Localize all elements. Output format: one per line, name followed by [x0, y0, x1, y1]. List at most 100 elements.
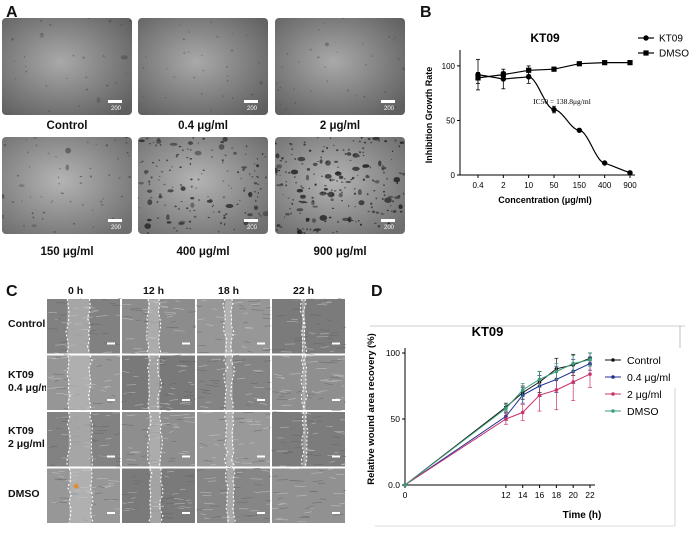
x-tick-label: 16	[535, 490, 545, 500]
data-point-kt09	[627, 170, 633, 176]
data-point-dmso	[576, 61, 582, 67]
legend-marker	[611, 358, 615, 362]
scale-bar-label: 200	[110, 106, 121, 112]
x-tick-label: 400	[598, 181, 612, 190]
data-point-dmso	[475, 75, 481, 81]
micrograph-image: 200	[2, 18, 132, 115]
data-point-dmso	[500, 72, 506, 78]
y-axis-label: Relative wound area recovery (%)	[366, 333, 377, 485]
scale-bar-label: 200	[383, 106, 394, 112]
concentration-caption: 150 μg/ml	[40, 246, 94, 258]
scale-bar	[257, 455, 265, 458]
scale-bar	[381, 219, 395, 222]
x-axis-label: Concentration (μg/ml)	[498, 195, 592, 205]
wound-edge-line	[87, 355, 93, 411]
x-tick-label: 18	[552, 490, 562, 500]
orange-marker	[73, 483, 79, 489]
scale-bar	[332, 455, 340, 458]
data-point	[520, 410, 525, 415]
scale-bar	[107, 399, 115, 401]
wound-edge-line	[230, 411, 235, 467]
legend-marker	[611, 375, 615, 379]
time-point-label: 12 h	[143, 285, 165, 297]
micrograph-image: 200	[138, 137, 268, 234]
wound-edge-line	[89, 411, 94, 467]
time-point-label: 0 h	[68, 285, 84, 297]
wound-image-cell	[196, 354, 271, 411]
scale-bar	[107, 455, 115, 458]
legend-label: 0.4 μg/ml	[627, 372, 670, 384]
micrograph-image: 200	[275, 18, 405, 115]
treatment-row-label: KT09	[8, 425, 34, 437]
y-axis-label: Inhibition Growth Rate	[424, 67, 434, 164]
data-point	[588, 357, 592, 362]
concentration-caption: Control	[46, 120, 88, 132]
scale-bar	[182, 512, 190, 514]
wound-image-grid	[46, 298, 346, 524]
micrograph-image: 200	[2, 137, 132, 234]
concentration-caption: 0.4 μg/ml	[178, 120, 228, 132]
wound-image-cell	[271, 298, 346, 355]
data-point-kt09	[601, 160, 608, 166]
legend-label: DMSO	[627, 406, 659, 418]
micrograph-image: 200	[138, 18, 268, 115]
data-point-kt09	[576, 127, 583, 133]
y-tick-label: 50	[446, 116, 455, 125]
panel-label-a: A	[6, 4, 18, 21]
legend-marker	[643, 50, 649, 56]
x-tick-label: 150	[573, 181, 587, 190]
data-point	[537, 377, 542, 382]
legend-label: 2 μg/ml	[627, 389, 662, 401]
y-tick-label: 0	[451, 171, 456, 180]
ic50-chart: KT09 0 50 100 0.4 2 10 50 150 400 900 Concentration…	[424, 31, 689, 205]
scale-bar	[244, 100, 258, 103]
wound-edge-line	[223, 355, 229, 411]
data-point	[571, 361, 575, 366]
chart-title: KT09	[530, 31, 560, 45]
scale-bar	[257, 512, 265, 514]
data-point	[504, 406, 508, 411]
x-tick-label: 20	[568, 490, 578, 500]
x-tick-label: 12	[501, 490, 511, 500]
micrograph-image: 200	[275, 137, 405, 234]
scale-bar	[257, 342, 265, 345]
wound-edge-line	[147, 355, 151, 411]
scale-bar	[107, 342, 115, 345]
treatment-row-dose: 0.4 μg/ml	[8, 381, 54, 394]
data-point-dmso	[551, 66, 557, 72]
wound-edge-line	[157, 298, 162, 354]
wound-edge-line	[225, 468, 229, 524]
y-tick-label: 100	[442, 62, 456, 71]
x-tick-label: 2	[501, 181, 506, 190]
scale-bar	[332, 342, 340, 345]
treatment-row-label: Control	[8, 318, 46, 330]
wound-image-cell	[196, 411, 271, 468]
ic50-annotation: IC50 = 138.8μg/ml	[533, 97, 591, 106]
wound-edge-line	[89, 468, 94, 524]
treatment-row-label: DMSO	[8, 487, 40, 500]
legend-marker	[643, 35, 649, 41]
wound-image-cell	[271, 411, 346, 468]
scale-bar	[108, 100, 122, 103]
x-tick-label: 10	[524, 181, 533, 190]
x-tick-label: 14	[518, 490, 528, 500]
legend-label: DMSO	[659, 49, 689, 60]
legend-label: KT09	[659, 34, 683, 45]
x-tick-label: 0.4	[472, 181, 484, 190]
time-point-label: 18 h	[218, 285, 240, 297]
data-point	[520, 388, 525, 392]
legend-label: Control	[627, 355, 661, 367]
x-axis-label: Time (h)	[563, 510, 602, 521]
wound-edge-line	[304, 411, 309, 467]
y-tick-label: 0.0	[388, 480, 400, 490]
scale-bar	[381, 100, 395, 103]
data-point-dmso	[627, 60, 633, 66]
wound-edge-line	[158, 411, 163, 467]
scale-bar-label: 200	[110, 225, 121, 231]
data-point	[504, 417, 508, 421]
scale-bar-label: 200	[383, 225, 394, 231]
scale-bar	[332, 399, 340, 401]
panel-label-b: B	[420, 4, 432, 21]
data-point-dmso	[526, 67, 532, 73]
concentration-caption: 900 μg/ml	[313, 246, 367, 258]
